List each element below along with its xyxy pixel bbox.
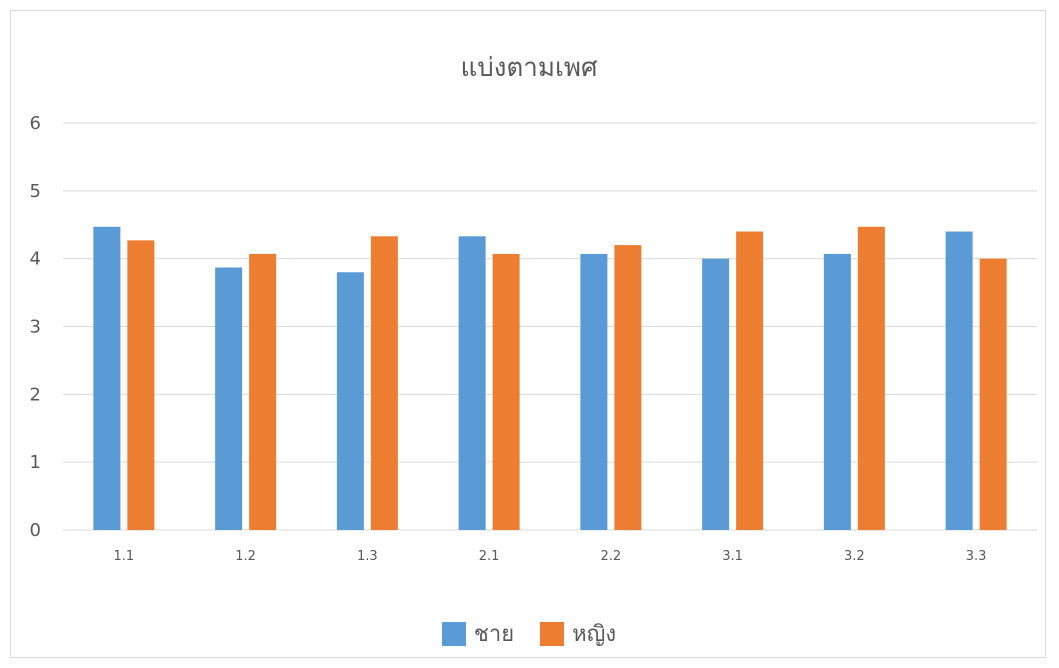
x-tick-label: 3.2 bbox=[844, 549, 865, 564]
bar-female-1.2 bbox=[249, 253, 277, 530]
legend-swatch-male bbox=[441, 621, 466, 646]
x-tick-label: 2.2 bbox=[601, 549, 622, 564]
bar-female-2.1 bbox=[492, 253, 520, 530]
y-tick-label: 4 bbox=[30, 249, 41, 270]
bar-female-1.1 bbox=[127, 240, 155, 530]
bars bbox=[93, 226, 1007, 531]
bar-female-3.2 bbox=[857, 226, 885, 530]
y-tick-label: 3 bbox=[30, 317, 41, 338]
bar-female-3.1 bbox=[736, 231, 764, 531]
legend-swatch-female bbox=[540, 621, 565, 646]
x-axis-tick-labels: 1.1 1.2 1.3 2.1 2.2 3.1 3.2 3.3 bbox=[114, 549, 987, 564]
bar-male-1.1 bbox=[93, 226, 121, 530]
bar-male-3.3 bbox=[945, 231, 973, 531]
legend-item-male: ชาย bbox=[441, 616, 515, 651]
bar-male-1.2 bbox=[215, 267, 243, 530]
x-tick-label: 3.1 bbox=[722, 549, 743, 564]
chart-frame: แบ่งตามเพศ 0 1 2 3 4 5 6 1.1 1.2 1.3 2.1 2.2 3.1 3.2… bbox=[10, 10, 1046, 658]
bar-female-3.3 bbox=[979, 258, 1007, 530]
bar-male-2.1 bbox=[458, 236, 486, 530]
gridlines bbox=[63, 122, 1037, 531]
y-tick-label: 1 bbox=[30, 452, 41, 473]
y-axis-tick-labels: 0 1 2 3 4 5 6 bbox=[30, 113, 41, 541]
bar-female-2.2 bbox=[614, 245, 642, 530]
x-tick-label: 1.1 bbox=[114, 549, 135, 564]
x-tick-label: 1.3 bbox=[357, 549, 378, 564]
legend-label-female: หญิง bbox=[572, 622, 617, 647]
chart-title: แบ่งตามเพศ bbox=[460, 53, 598, 83]
y-tick-label: 0 bbox=[30, 520, 41, 541]
x-tick-label: 3.3 bbox=[966, 549, 987, 564]
bar-male-3.2 bbox=[823, 253, 851, 530]
x-tick-label: 2.1 bbox=[479, 549, 500, 564]
bar-male-1.3 bbox=[336, 272, 364, 530]
bar-male-3.1 bbox=[702, 258, 730, 530]
y-tick-label: 6 bbox=[30, 113, 41, 134]
legend-item-female: หญิง bbox=[540, 616, 616, 651]
bar-female-1.3 bbox=[370, 236, 398, 530]
legend: ชาย หญิง bbox=[11, 616, 1047, 651]
x-tick-label: 1.2 bbox=[235, 549, 256, 564]
y-tick-label: 2 bbox=[30, 384, 41, 405]
legend-label-male: ชาย bbox=[473, 622, 515, 647]
y-tick-label: 5 bbox=[30, 181, 41, 202]
bar-chart-plot: 0 1 2 3 4 5 6 1.1 1.2 1.3 2.1 2.2 3.1 3.2 3.3 bbox=[30, 113, 1037, 564]
bar-male-2.2 bbox=[580, 253, 608, 530]
